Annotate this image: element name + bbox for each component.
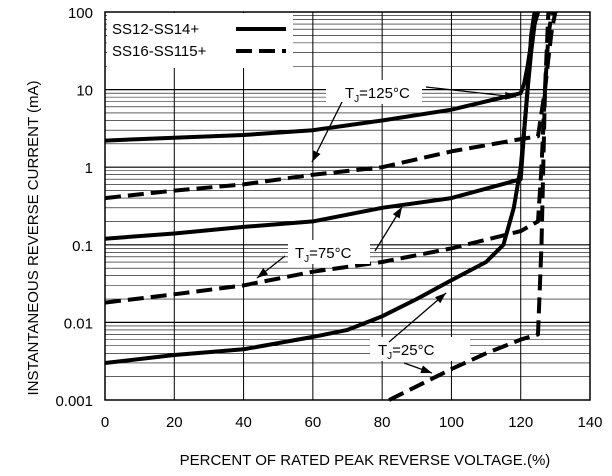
annotation-arrow-head: [504, 91, 516, 100]
annotation-arrow-head: [420, 365, 432, 374]
tick-labels: 0 20 40 60 80 100 120 140 0.001 0.01 0.1 1 10 100: [55, 5, 602, 431]
annotation-box-25: [370, 337, 470, 361]
y-tick-label: 0.1: [72, 238, 93, 255]
y-tick-label: 100: [68, 5, 93, 22]
legend-background: [107, 13, 293, 68]
x-tick-label: 80: [374, 414, 391, 431]
x-axis-title: PERCENT OF RATED PEAK REVERSE VOLTAGE.(%…: [180, 452, 551, 469]
annotation-box-125: [326, 80, 422, 104]
y-tick-label: 10: [76, 83, 93, 100]
legend: SS12-SS14+ SS16-SS115+: [107, 13, 293, 68]
annotation-arrow-head: [435, 293, 446, 304]
annotation-125: TJ=125°C: [345, 85, 410, 105]
series-line-ss16-ss115-4: [104, 11, 551, 305]
legend-label-ss16: SS16-SS115+: [112, 43, 207, 60]
x-tick-label: 100: [439, 414, 464, 431]
legend-label-ss12: SS12-SS14+: [112, 21, 199, 38]
series-line-ss16-ss115-5: [388, 11, 554, 402]
plot-area-frame: [104, 11, 591, 401]
annotation-arrow-line: [425, 86, 517, 98]
annotation-arrow-head: [257, 268, 269, 278]
x-tick-label: 60: [305, 414, 322, 431]
annotation-25: TJ=25°C: [378, 342, 435, 362]
x-tick-label: 40: [235, 414, 252, 431]
y-tick-label: 1: [85, 160, 93, 177]
y-tick-label: 0.001: [55, 393, 93, 410]
y-axis-title: INSTANTANEOUS REVERSE CURRENT (mA): [25, 80, 42, 395]
annotation-arrow-head: [312, 150, 321, 162]
annotation-arrow-head: [392, 207, 402, 219]
annotation-box-75: [288, 240, 370, 264]
series-line-ss12-ss14-2: [104, 11, 537, 365]
series-group: [104, 11, 558, 402]
annotation-arrows: [256, 86, 517, 374]
x-tick-label: 140: [577, 414, 602, 431]
annotation-75: TJ=75°C: [295, 245, 352, 265]
annotation-arrow-line: [388, 292, 447, 343]
x-tick-label: 120: [508, 414, 533, 431]
x-tick-label: 20: [166, 414, 183, 431]
x-tick-label: 0: [101, 414, 109, 431]
annotation-arrow-line: [311, 101, 343, 163]
y-tick-label: 0.01: [64, 315, 93, 332]
